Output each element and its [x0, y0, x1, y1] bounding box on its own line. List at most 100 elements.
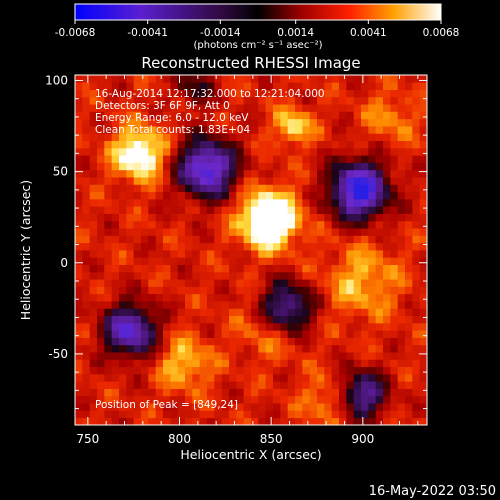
heatmap-cell: [229, 250, 237, 258]
heatmap-cell: [236, 191, 245, 200]
heatmap-cell: [273, 126, 281, 134]
heatmap-cell: [133, 140, 142, 149]
heatmap-cell: [353, 352, 362, 360]
heatmap-cell: [221, 410, 230, 419]
heatmap-cell: [155, 213, 164, 222]
heatmap-cell: [324, 250, 333, 258]
heatmap-cell: [243, 177, 252, 185]
heatmap-cell: [287, 264, 296, 273]
heatmap-cell: [199, 388, 208, 397]
heatmap-cell: [214, 395, 223, 404]
heatmap-cell: [412, 126, 421, 134]
heatmap-cell: [309, 352, 318, 360]
heatmap-cell: [236, 359, 245, 368]
heatmap-cell: [324, 184, 333, 193]
heatmap-cell: [192, 198, 201, 207]
heatmap-cell: [170, 220, 179, 229]
heatmap-cell: [331, 279, 340, 287]
heatmap-cell: [339, 140, 347, 149]
heatmap-cell: [133, 366, 142, 375]
heatmap-cell: [383, 191, 391, 200]
heatmap-cell: [280, 191, 289, 200]
heatmap-cell: [177, 366, 186, 375]
heatmap-cell: [133, 308, 142, 317]
heatmap-cell: [295, 403, 303, 411]
heatmap-cell: [192, 118, 201, 127]
heatmap-cell: [368, 140, 377, 149]
heatmap-cell: [229, 75, 237, 83]
heatmap-cell: [229, 220, 237, 229]
heatmap-cell: [229, 111, 237, 120]
heatmap-cell: [331, 162, 340, 171]
heatmap-cell: [251, 75, 259, 83]
heatmap-cell: [265, 330, 274, 338]
heatmap-cell: [214, 271, 223, 280]
heatmap-cell: [170, 184, 179, 193]
heatmap-cell: [185, 82, 193, 90]
heatmap-cell: [273, 373, 281, 382]
heatmap-cell: [229, 264, 237, 273]
heatmap-cell: [192, 82, 201, 90]
heatmap-cell: [280, 417, 289, 425]
heatmap-cell: [170, 264, 179, 273]
heatmap-cell: [324, 417, 333, 425]
heatmap-cell: [119, 410, 127, 419]
heatmap-cell: [82, 373, 91, 382]
heatmap-cell: [280, 206, 289, 214]
heatmap-cell: [273, 293, 281, 302]
heatmap-cell: [148, 133, 157, 142]
heatmap-cell: [375, 75, 384, 83]
heatmap-cell: [273, 381, 281, 389]
heatmap-cell: [199, 315, 208, 324]
heatmap-cell: [133, 403, 142, 411]
heatmap-cell: [119, 250, 127, 258]
heatmap-cell: [390, 373, 399, 382]
heatmap-cell: [273, 213, 281, 222]
heatmap-cell: [97, 264, 105, 273]
heatmap-cell: [89, 293, 98, 302]
heatmap-cell: [97, 126, 105, 134]
heatmap-cell: [170, 155, 179, 163]
heatmap-cell: [148, 228, 157, 236]
heatmap-cell: [148, 96, 157, 105]
heatmap-cell: [265, 155, 274, 163]
heatmap-cell: [295, 388, 303, 397]
heatmap-cell: [221, 177, 230, 185]
heatmap-cell: [141, 352, 149, 360]
heatmap-cell: [126, 395, 135, 404]
heatmap-cell: [375, 366, 384, 375]
heatmap-cell: [412, 381, 421, 389]
heatmap-cell: [251, 344, 259, 353]
heatmap-cell: [397, 111, 406, 120]
heatmap-cell: [111, 111, 120, 120]
heatmap-cell: [192, 293, 201, 302]
heatmap-cell: [405, 250, 413, 258]
heatmap-cell: [265, 271, 274, 280]
heatmap-cell: [412, 213, 421, 222]
heatmap-cell: [97, 206, 105, 214]
heatmap-cell: [177, 417, 186, 425]
heatmap-cell: [390, 337, 399, 346]
heatmap-cell: [309, 410, 318, 419]
heatmap-cell: [148, 191, 157, 200]
heatmap-cell: [207, 169, 215, 178]
heatmap-cell: [104, 308, 113, 317]
heatmap-cell: [192, 337, 201, 346]
heatmap-cell: [133, 344, 142, 353]
heatmap-cell: [368, 220, 377, 229]
heatmap-cell: [97, 366, 105, 375]
heatmap-cell: [302, 111, 311, 120]
heatmap-cell: [163, 155, 171, 163]
heatmap-cell: [97, 286, 105, 295]
heatmap-cell: [207, 373, 215, 382]
heatmap-cell: [295, 250, 303, 258]
heatmap-cell: [265, 293, 274, 302]
heatmap-cell: [346, 242, 355, 251]
heatmap-cell: [346, 264, 355, 273]
heatmap-cell: [148, 417, 157, 425]
heatmap-cell: [104, 315, 113, 324]
heatmap-cell: [405, 147, 413, 156]
heatmap-cell: [368, 381, 377, 389]
heatmap-cell: [89, 410, 98, 419]
heatmap-cell: [192, 279, 201, 287]
